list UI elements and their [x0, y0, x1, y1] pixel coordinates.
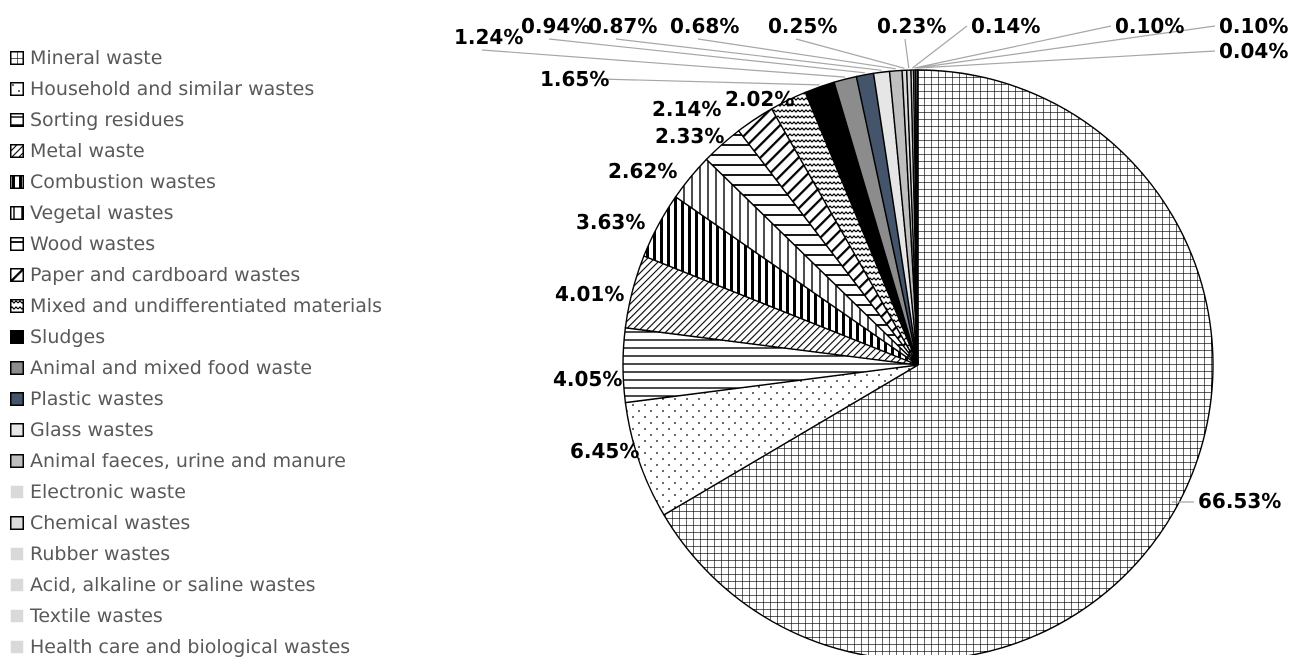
data-label-household-and-similar-wastes: 6.45%: [570, 439, 639, 463]
data-label-plastic-wastes: 0.94%: [521, 14, 590, 38]
legend-label: Glass wastes: [30, 418, 154, 441]
legend-swatch: [10, 609, 24, 622]
legend-label: Mineral waste: [30, 46, 163, 69]
legend-item-mineral-waste: Mineral waste: [10, 42, 430, 73]
legend-label: Animal and mixed food waste: [30, 356, 313, 379]
legend-label: Combustion wastes: [30, 170, 216, 193]
legend-swatch: [10, 360, 24, 375]
legend-item-sludges: Sludges: [10, 321, 430, 352]
legend-item-household-and-similar-wastes: Household and similar wastes: [10, 73, 430, 104]
data-label-sludges: 1.65%: [540, 67, 609, 91]
legend-swatch: [10, 205, 24, 220]
leader-line-sludges: [599, 78, 820, 86]
legend-item-animal-and-mixed-food-waste: Animal and mixed food waste: [10, 352, 430, 383]
data-label-acid-alkaline-or-saline-wastes: 0.10%: [1115, 14, 1184, 38]
leader-line-electronic-waste: [795, 38, 905, 69]
legend-label: Wood wastes: [30, 232, 156, 255]
data-label-chemical-wastes: 0.23%: [877, 14, 946, 38]
legend-swatch: [10, 453, 24, 468]
legend-item-plastic-wastes: Plastic wastes: [10, 383, 430, 414]
data-label-animal-faeces-urine-and-manure: 0.68%: [670, 14, 739, 38]
legend-label: Vegetal wastes: [30, 201, 174, 224]
legend-label: Acid, alkaline or saline wastes: [30, 573, 316, 596]
legend-item-metal-waste: Metal waste: [10, 135, 430, 166]
legend-item-wood-wastes: Wood wastes: [10, 228, 430, 259]
leader-line-rubber-wastes: [911, 25, 968, 69]
data-label-mineral-waste: 66.53%: [1198, 489, 1281, 513]
leader-line-chemical-wastes: [904, 38, 910, 69]
pie-slice-mineral-waste: [662, 69, 1214, 655]
pie-slices: [622, 69, 1214, 655]
legend-swatch: [10, 81, 24, 96]
data-label-electronic-waste: 0.25%: [768, 14, 837, 38]
leader-line-glass-wastes: [615, 38, 882, 71]
data-label-glass-wastes: 0.87%: [588, 14, 657, 38]
leader-line-animal-faeces-urine-and-manure: [697, 38, 896, 70]
legend-swatch: [10, 143, 24, 158]
legend-item-combustion-wastes: Combustion wastes: [10, 166, 430, 197]
legend-swatch: [10, 50, 24, 65]
leader-line-textile-wastes: [916, 25, 1216, 69]
data-label-sorting-residues: 4.05%: [553, 367, 622, 391]
legend-item-textile-wastes: Textile wastes: [10, 600, 430, 631]
legend-item-acid-alkaline-or-saline-wastes: Acid, alkaline or saline wastes: [10, 569, 430, 600]
legend-item-electronic-waste: Electronic waste: [10, 476, 430, 507]
legend-item-chemical-wastes: Chemical wastes: [10, 507, 430, 538]
legend-label: Household and similar wastes: [30, 77, 315, 100]
data-label-metal-waste: 4.01%: [555, 282, 624, 306]
legend-label: Plastic wastes: [30, 387, 164, 410]
legend-swatch: [10, 236, 24, 251]
legend-swatch: [10, 298, 24, 313]
leader-line-plastic-wastes: [548, 38, 865, 74]
data-label-rubber-wastes: 0.14%: [971, 14, 1040, 38]
legend-swatch: [10, 267, 24, 282]
legend-item-vegetal-wastes: Vegetal wastes: [10, 197, 430, 228]
legend-swatch: [10, 640, 24, 653]
legend-item-sorting-residues: Sorting residues: [10, 104, 430, 135]
data-label-combustion-wastes: 3.63%: [576, 210, 645, 234]
legend-swatch: [10, 515, 24, 530]
data-label-mixed-and-undifferentiated-materials: 2.02%: [725, 87, 794, 111]
legend-label: Animal faeces, urine and manure: [30, 449, 346, 472]
legend-label: Textile wastes: [30, 604, 163, 627]
pie-slice-household-and-similar-wastes: [624, 364, 919, 516]
legend-label: Rubber wastes: [30, 542, 171, 565]
leader-line-health-care-and-biological-wastes: [917, 50, 1216, 69]
data-labels: 66.53% 6.45% 4.05% 4.01% 3.63% 2.62% 2.33% 2.14…: [454, 14, 1288, 513]
legend-swatch: [10, 485, 24, 498]
legend-item-glass-wastes: Glass wastes: [10, 414, 430, 445]
chart-legend: Mineral waste Household and similar waste…: [10, 42, 430, 662]
legend-swatch: [10, 578, 24, 591]
legend-label: Metal waste: [30, 139, 145, 162]
legend-swatch: [10, 112, 24, 127]
legend-item-rubber-wastes: Rubber wastes: [10, 538, 430, 569]
legend-item-mixed-and-undifferentiated-materials: Mixed and undifferentiated materials: [10, 290, 430, 321]
legend-label: Sludges: [30, 325, 106, 348]
data-label-wood-wastes: 2.33%: [655, 124, 724, 148]
legend-swatch: [10, 422, 24, 437]
leader-line-acid-alkaline-or-saline-wastes: [914, 25, 1112, 69]
legend-swatch: [10, 547, 24, 560]
data-label-paper-and-cardboard-wastes: 2.14%: [652, 97, 721, 121]
legend-swatch: [10, 391, 24, 406]
legend-swatch: [10, 174, 24, 189]
label-leader-lines: [481, 25, 1216, 503]
legend-item-animal-faeces-urine-and-manure: Animal faeces, urine and manure: [10, 445, 430, 476]
data-label-animal-and-mixed-food-waste: 1.24%: [454, 25, 523, 49]
legend-label: Health care and biological wastes: [30, 635, 351, 658]
data-label-textile-wastes: 0.10%: [1219, 14, 1288, 38]
legend-label: Sorting residues: [30, 108, 185, 131]
leader-line-animal-and-mixed-food-waste: [481, 49, 846, 78]
legend-label: Electronic waste: [30, 480, 186, 503]
data-label-health-care-and-biological-wastes: 0.04%: [1219, 39, 1288, 63]
legend-label: Chemical wastes: [30, 511, 191, 534]
pie-slice-health-care-and-biological-wastes: [916, 69, 919, 366]
data-label-vegetal-wastes: 2.62%: [608, 159, 677, 183]
legend-item-paper-and-cardboard-wastes: Paper and cardboard wastes: [10, 259, 430, 290]
legend-item-health-care-and-biological-wastes: Health care and biological wastes: [10, 631, 430, 662]
legend-swatch: [10, 329, 24, 344]
legend-label: Paper and cardboard wastes: [30, 263, 301, 286]
legend-label: Mixed and undifferentiated materials: [30, 294, 383, 317]
